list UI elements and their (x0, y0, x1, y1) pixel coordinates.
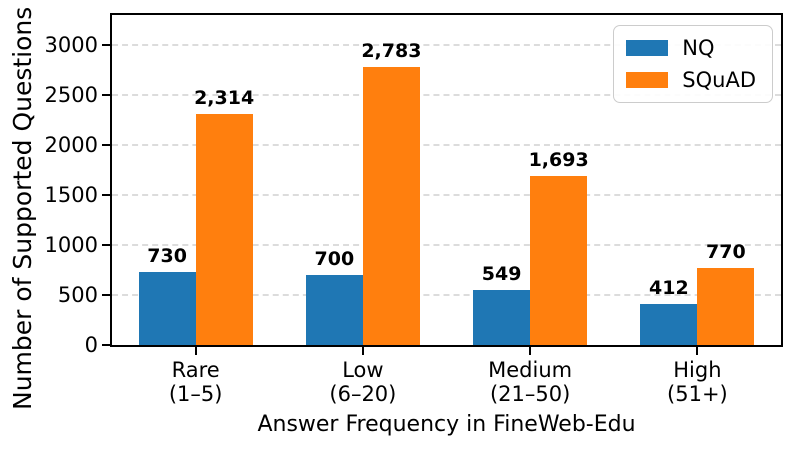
bar-nq-low (305, 275, 363, 345)
bar-nq-high (640, 303, 698, 345)
bar-squad-low (362, 66, 420, 345)
bar-squad-medium (530, 175, 588, 345)
x-tick-line1: High (673, 358, 722, 382)
x-tick-mark-rare (194, 347, 197, 355)
legend-row-nq: NQ (626, 36, 756, 60)
x-tick-label-low: Low (6–20) (329, 358, 396, 406)
legend-swatch-nq-icon (626, 40, 669, 56)
x-tick-mark-low (361, 347, 364, 355)
x-tick-label-medium: Medium (21–50) (488, 358, 572, 406)
bar-squad-high (697, 268, 755, 345)
x-tick-mark-high (696, 347, 699, 355)
legend-row-squad: SQuAD (626, 68, 756, 92)
bar-squad-rare (195, 113, 253, 345)
y-tick-mark-500 (102, 294, 110, 296)
x-tick-line2: (21–50) (489, 382, 571, 407)
gridline-2500 (112, 94, 781, 96)
y-tick-label-3000: 3000 (44, 33, 98, 57)
y-tick-mark-1500 (102, 194, 110, 196)
gridline-1500 (112, 194, 781, 196)
y-tick-label-500: 500 (57, 283, 98, 307)
legend: NQ SQuAD (613, 25, 773, 103)
x-tick-line2: (1–5) (168, 382, 223, 407)
x-tick-line2: (51+) (667, 382, 728, 407)
bar-nq-rare (138, 272, 196, 345)
x-axis-label: Answer Frequency in FineWeb-Edu (257, 412, 636, 437)
bar-value-squad-rare: 2,314 (194, 86, 255, 109)
y-tick-mark-1000 (102, 244, 110, 246)
bar-value-nq-low: 700 (314, 248, 355, 270)
y-tick-label-2500: 2500 (44, 83, 98, 107)
bar-value-nq-high: 412 (649, 276, 689, 299)
x-tick-label-high: High (51+) (667, 358, 728, 406)
y-tick-label-1000: 1000 (44, 233, 98, 257)
gridline-1000 (112, 244, 781, 246)
plot-area: 730 2,314 700 2,783 549 1,693 412 770 NQ SQuAD (110, 13, 783, 347)
bar-value-nq-rare: 730 (147, 245, 187, 267)
bar-value-squad-low: 2,783 (361, 39, 422, 62)
gridline-500 (112, 294, 781, 296)
y-tick-mark-2000 (102, 144, 110, 146)
x-tick-line1: Medium (488, 358, 573, 382)
y-tick-mark-2500 (102, 94, 110, 96)
bar-value-squad-medium: 1,693 (528, 148, 589, 171)
y-tick-label-2000: 2000 (44, 133, 98, 157)
legend-label-squad: SQuAD (682, 68, 756, 92)
legend-label-nq: NQ (682, 36, 715, 60)
x-tick-label-rare: Rare (1–5) (169, 358, 223, 406)
bar-value-nq-medium: 549 (481, 263, 522, 286)
y-tick-mark-3000 (102, 44, 110, 46)
legend-swatch-squad-icon (626, 72, 669, 88)
gridline-3000 (112, 44, 781, 46)
y-tick-mark-0 (102, 344, 110, 346)
x-tick-line1: Rare (171, 358, 220, 382)
x-tick-line2: (6–20) (329, 382, 397, 407)
x-tick-mark-medium (529, 347, 532, 355)
y-tick-label-0: 0 (84, 333, 98, 357)
gridline-2000 (112, 144, 781, 146)
y-tick-label-1500: 1500 (44, 183, 98, 207)
x-tick-line1: Low (342, 358, 384, 382)
bar-nq-medium (473, 290, 531, 345)
bar-value-squad-high: 770 (706, 241, 746, 263)
